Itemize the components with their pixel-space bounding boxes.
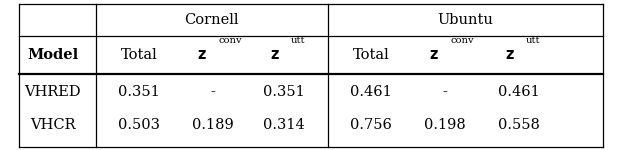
Text: $\mathbf{z}$: $\mathbf{z}$ <box>270 48 280 62</box>
Text: 0.461: 0.461 <box>350 85 392 99</box>
Text: 0.503: 0.503 <box>118 118 160 132</box>
Text: 0.461: 0.461 <box>498 85 540 99</box>
Text: Total: Total <box>121 48 158 62</box>
Text: 0.189: 0.189 <box>192 118 234 132</box>
Text: conv: conv <box>451 36 474 45</box>
Text: utt: utt <box>290 36 305 45</box>
Text: Ubuntu: Ubuntu <box>437 13 493 27</box>
Text: Model: Model <box>27 48 78 62</box>
Text: 0.198: 0.198 <box>424 118 466 132</box>
Text: utt: utt <box>525 36 540 45</box>
Text: Total: Total <box>352 48 389 62</box>
Text: VHCR: VHCR <box>30 118 75 132</box>
Text: $\mathbf{z}$: $\mathbf{z}$ <box>429 48 439 62</box>
Text: -: - <box>211 85 216 99</box>
Text: 0.756: 0.756 <box>350 118 392 132</box>
Text: 0.351: 0.351 <box>263 85 305 99</box>
Text: 0.314: 0.314 <box>263 118 305 132</box>
Text: Cornell: Cornell <box>184 13 239 27</box>
Text: $\mathbf{z}$: $\mathbf{z}$ <box>197 48 207 62</box>
Text: 0.558: 0.558 <box>498 118 540 132</box>
Text: conv: conv <box>219 36 242 45</box>
Text: 0.351: 0.351 <box>118 85 160 99</box>
Text: $\mathbf{z}$: $\mathbf{z}$ <box>505 48 515 62</box>
Text: VHRED: VHRED <box>24 85 81 99</box>
Text: -: - <box>442 85 447 99</box>
